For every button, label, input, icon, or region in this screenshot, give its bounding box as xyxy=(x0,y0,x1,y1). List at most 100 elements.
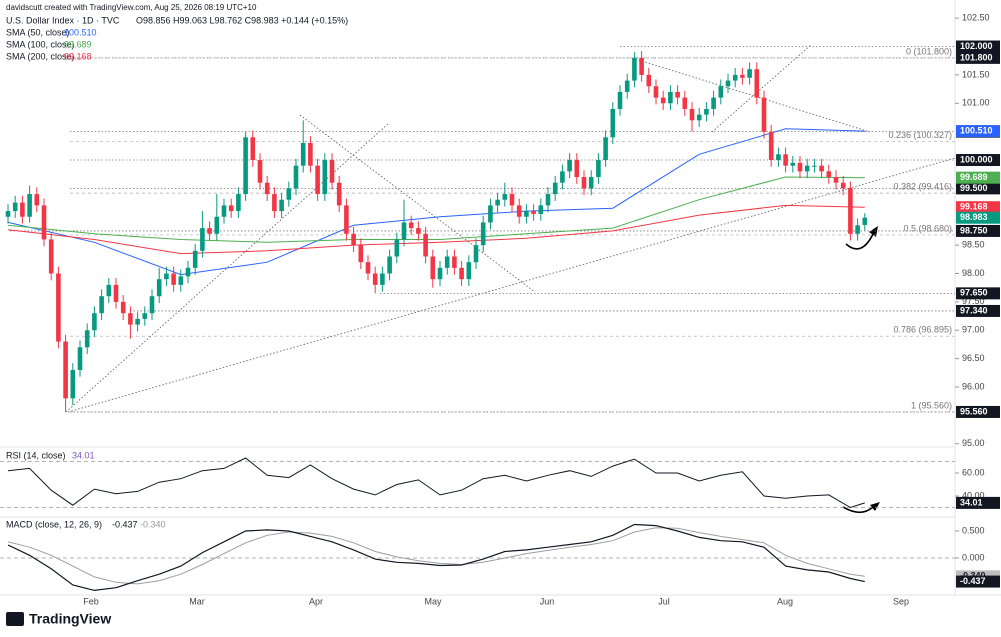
level-badge-bg xyxy=(956,40,1000,53)
candle-body xyxy=(178,276,184,285)
fib-label: 0.382 (99.416) xyxy=(893,182,952,192)
legend-name: SMA (50, close) xyxy=(6,27,70,37)
fib-label: 0 (101.800) xyxy=(906,46,952,56)
candle-body xyxy=(588,177,594,189)
candle-body xyxy=(653,86,659,98)
candle-body xyxy=(70,369,76,399)
level-badge-bg xyxy=(956,154,1000,167)
candle-body xyxy=(704,108,709,115)
candle-body xyxy=(639,57,644,75)
candle-body xyxy=(797,162,803,172)
candle-body xyxy=(308,142,313,166)
candle-body xyxy=(272,194,277,212)
level-badge: 95.560 xyxy=(960,406,988,416)
candle-body xyxy=(466,262,472,280)
candle-body xyxy=(516,205,522,217)
candle-body xyxy=(293,165,299,189)
candle-body xyxy=(812,165,817,167)
candle-body xyxy=(696,114,702,121)
candle-body xyxy=(322,160,328,195)
y-tick-label: 96.50 xyxy=(962,353,985,363)
legend-name: SMA (100, close) xyxy=(6,39,75,49)
level-badge-bg xyxy=(956,51,1000,64)
candle-body xyxy=(790,162,796,166)
candle-body xyxy=(92,313,97,331)
candle-body xyxy=(135,318,140,325)
candle-body xyxy=(740,74,745,78)
macd-title: MACD (close, 12, 26, 9) xyxy=(6,519,102,529)
candle-body xyxy=(538,205,544,214)
candle-body xyxy=(754,69,760,98)
macd-badge-bg xyxy=(956,575,1000,588)
candle-body xyxy=(228,205,234,212)
rsi-value: 34.01 xyxy=(72,450,95,460)
candle-body xyxy=(221,205,227,217)
candle-body xyxy=(761,97,767,132)
candle-body xyxy=(200,228,205,251)
candle-body xyxy=(646,74,652,87)
y-tick-label: 97.50 xyxy=(962,296,985,306)
level-badge-bg xyxy=(956,287,1000,300)
candle-body xyxy=(149,296,155,314)
x-tick-label: Mar xyxy=(189,596,205,606)
x-tick-label: May xyxy=(424,596,442,606)
arrow xyxy=(842,505,875,514)
legend-value: 99.168 xyxy=(64,51,92,61)
candle-body xyxy=(682,97,688,109)
candle-body xyxy=(20,202,25,217)
sma-badge: 100.510 xyxy=(960,125,993,135)
candle-body xyxy=(531,211,536,214)
candle-body xyxy=(380,273,385,285)
macd-line xyxy=(7,523,865,592)
candle-body xyxy=(120,301,126,314)
candle-body xyxy=(862,217,868,225)
candle-body xyxy=(365,262,371,274)
logo-icon xyxy=(6,612,24,626)
candle-body xyxy=(372,273,378,285)
rsi-title: RSI (14, close) xyxy=(6,450,66,460)
candle-body xyxy=(286,188,292,200)
candle-body xyxy=(524,211,529,217)
candle-body xyxy=(329,160,335,183)
logo: TradingView xyxy=(29,611,111,627)
candle-body xyxy=(567,160,572,172)
sma-line xyxy=(7,176,865,243)
fib-label: 0.786 (96.895) xyxy=(893,325,952,335)
candle-body xyxy=(408,222,414,229)
fib-label: 0.236 (100.327) xyxy=(888,130,952,140)
rsi-tick-label: 60.00 xyxy=(962,467,985,477)
candle-body xyxy=(48,239,54,274)
legend-name: SMA (200, close) xyxy=(6,51,75,61)
candle-body xyxy=(783,154,788,166)
candle-body xyxy=(488,205,493,223)
sma-badge: 99.168 xyxy=(960,202,988,212)
rsi-badge: 34.01 xyxy=(960,497,983,507)
candle-body xyxy=(732,74,738,81)
candle-body xyxy=(192,250,198,268)
level-badge: 102.000 xyxy=(960,41,993,51)
candle-body xyxy=(603,137,608,161)
candle-body xyxy=(509,194,515,206)
level-badge-bg xyxy=(956,182,1000,195)
candle-body xyxy=(207,228,212,234)
level-badge-bg xyxy=(956,405,1000,418)
signal-value: -0.340 xyxy=(140,519,166,529)
candle-body xyxy=(423,233,428,257)
signal-line xyxy=(7,527,865,585)
candle-body xyxy=(351,233,356,246)
x-tick-label: Aug xyxy=(777,596,793,606)
candle-body xyxy=(689,108,695,121)
candle-body xyxy=(344,205,349,234)
y-tick-label: 98.50 xyxy=(962,240,985,250)
y-tick-label: 95.00 xyxy=(962,438,985,448)
candle-body xyxy=(473,245,479,263)
candle-body xyxy=(5,211,11,217)
sma-badge-bg xyxy=(956,201,1000,214)
candle-body xyxy=(668,91,673,104)
candle-body xyxy=(444,256,450,268)
candle-body xyxy=(552,182,558,195)
legend-value: 100.510 xyxy=(64,27,97,37)
x-tick-label: Jul xyxy=(658,596,670,606)
